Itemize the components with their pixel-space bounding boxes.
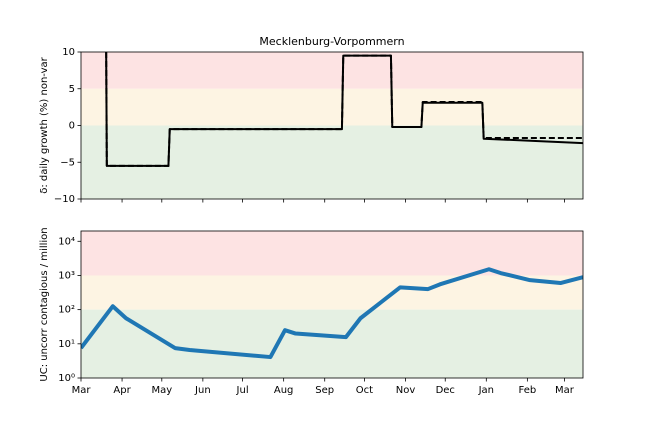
chart-title: Mecklenburg-Vorpommern xyxy=(259,35,404,48)
background-band xyxy=(81,88,583,126)
data-line xyxy=(105,52,583,167)
x-tick-label: Nov xyxy=(396,385,416,396)
x-tick-label: Dec xyxy=(436,385,455,396)
x-tick-label: Jul xyxy=(236,385,249,396)
y-axis-label: δ: daily growth (%) non-var xyxy=(39,56,50,193)
y-tick-label: 10⁰ xyxy=(58,373,75,384)
background-band xyxy=(81,275,583,310)
y-tick-label: 10² xyxy=(58,305,75,316)
x-tick-label: Apr xyxy=(113,385,131,396)
y-tick-label: 10³ xyxy=(58,270,75,281)
y-tick-label: 0 xyxy=(69,121,75,132)
x-tick-label: May xyxy=(151,385,172,396)
x-tick-label: Feb xyxy=(519,385,537,396)
background-band xyxy=(81,125,583,199)
x-tick-label: Aug xyxy=(274,385,294,396)
x-tick-label: Mar xyxy=(72,385,92,396)
x-tick-label: Mar xyxy=(555,385,575,396)
y-tick-label: −10 xyxy=(54,194,75,205)
y-tick-label: 10⁴ xyxy=(58,236,75,247)
background-band xyxy=(81,309,583,378)
x-tick-label: Sep xyxy=(315,385,334,396)
y-tick-label: −5 xyxy=(60,157,75,168)
y-tick-label: 10 xyxy=(62,47,75,58)
axes-frame xyxy=(80,230,584,379)
y-tick-label: 10¹ xyxy=(58,339,75,350)
x-tick-label: Jun xyxy=(194,385,211,396)
x-tick-label: Jan xyxy=(478,385,494,396)
y-axis-label: UC: uncorr contagious / million xyxy=(39,227,50,381)
plot-area xyxy=(81,231,583,378)
y-tick-label: 5 xyxy=(69,84,75,95)
data-line xyxy=(81,267,583,360)
background-band xyxy=(81,231,583,276)
x-tick-label: Oct xyxy=(356,385,373,396)
plot-area xyxy=(81,52,583,199)
background-band xyxy=(81,52,583,89)
